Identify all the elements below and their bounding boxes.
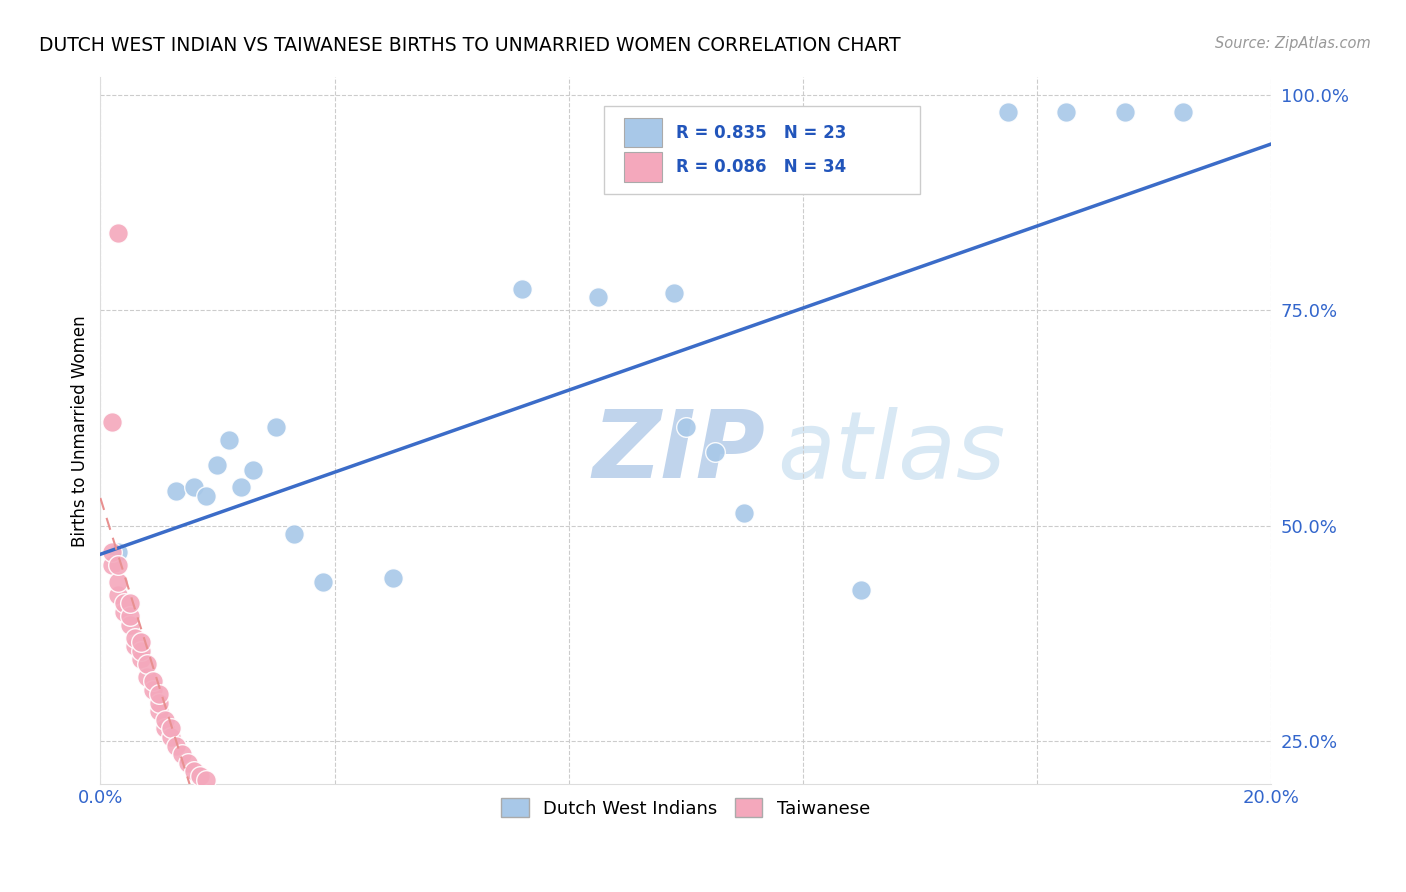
Point xyxy=(101,558,124,572)
Point xyxy=(165,739,187,753)
Point xyxy=(662,285,685,300)
Point xyxy=(218,433,240,447)
Point xyxy=(159,730,181,744)
Point xyxy=(183,764,205,779)
Point xyxy=(107,544,129,558)
Point xyxy=(510,282,533,296)
Point xyxy=(1173,104,1195,119)
Point xyxy=(159,722,181,736)
Point xyxy=(118,609,141,624)
Y-axis label: Births to Unmarried Women: Births to Unmarried Women xyxy=(72,315,89,547)
Point xyxy=(675,419,697,434)
Point xyxy=(136,657,159,671)
Point xyxy=(148,687,170,701)
Point xyxy=(148,696,170,710)
Legend: Dutch West Indians, Taiwanese: Dutch West Indians, Taiwanese xyxy=(494,791,877,825)
Point xyxy=(997,104,1019,119)
Text: R = 0.086   N = 34: R = 0.086 N = 34 xyxy=(676,158,846,177)
Point xyxy=(1114,104,1136,119)
Bar xyxy=(624,153,662,182)
Point xyxy=(107,574,129,589)
Point xyxy=(118,618,141,632)
Point xyxy=(101,415,124,429)
Point xyxy=(107,588,129,602)
Point xyxy=(242,463,264,477)
Point xyxy=(188,769,211,783)
Point xyxy=(112,596,135,610)
Point xyxy=(124,640,146,654)
Point xyxy=(207,458,229,473)
Point xyxy=(112,605,135,619)
Point xyxy=(153,713,176,727)
Point xyxy=(131,644,153,658)
Point xyxy=(194,773,217,788)
Point xyxy=(1054,104,1077,119)
Point xyxy=(283,527,305,541)
Point xyxy=(586,290,609,304)
Point xyxy=(148,704,170,718)
Text: R = 0.835   N = 23: R = 0.835 N = 23 xyxy=(676,124,846,142)
Point xyxy=(704,445,727,459)
Point xyxy=(153,722,176,736)
Point xyxy=(107,558,129,572)
Point xyxy=(136,670,159,684)
Point xyxy=(172,747,194,762)
Text: Source: ZipAtlas.com: Source: ZipAtlas.com xyxy=(1215,36,1371,51)
Point xyxy=(142,682,165,697)
Point xyxy=(165,484,187,499)
Point xyxy=(733,506,755,520)
Bar xyxy=(624,118,662,147)
Point xyxy=(264,419,287,434)
Point xyxy=(124,631,146,645)
Point xyxy=(229,480,252,494)
Point xyxy=(194,489,217,503)
Text: ZIP: ZIP xyxy=(592,406,765,498)
FancyBboxPatch shape xyxy=(603,106,920,194)
Text: atlas: atlas xyxy=(778,407,1005,498)
Point xyxy=(131,635,153,649)
Point xyxy=(107,226,129,240)
Point xyxy=(312,574,335,589)
Point xyxy=(177,756,200,770)
Point xyxy=(851,583,873,598)
Point xyxy=(382,570,405,584)
Point xyxy=(118,596,141,610)
Point xyxy=(131,652,153,666)
Point xyxy=(142,673,165,688)
Point xyxy=(101,544,124,558)
Point xyxy=(183,480,205,494)
Text: DUTCH WEST INDIAN VS TAIWANESE BIRTHS TO UNMARRIED WOMEN CORRELATION CHART: DUTCH WEST INDIAN VS TAIWANESE BIRTHS TO… xyxy=(39,36,901,54)
